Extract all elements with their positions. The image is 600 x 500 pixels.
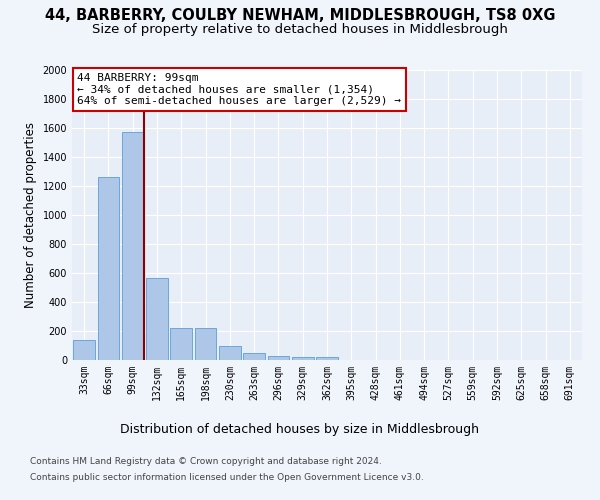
Text: Size of property relative to detached houses in Middlesbrough: Size of property relative to detached ho… [92, 22, 508, 36]
Bar [146, 278, 168, 360]
Text: Distribution of detached houses by size in Middlesbrough: Distribution of detached houses by size … [121, 422, 479, 436]
Text: 44 BARBERRY: 99sqm
← 34% of detached houses are smaller (1,354)
64% of semi-deta: 44 BARBERRY: 99sqm ← 34% of detached hou… [77, 73, 401, 106]
Bar [73, 340, 95, 360]
Bar [122, 132, 143, 360]
Bar [219, 346, 241, 360]
Bar [316, 357, 338, 360]
Bar [97, 176, 119, 360]
Bar [292, 357, 314, 360]
Y-axis label: Number of detached properties: Number of detached properties [24, 122, 37, 308]
Text: Contains HM Land Registry data © Crown copyright and database right 2024.: Contains HM Land Registry data © Crown c… [30, 458, 382, 466]
Text: Contains public sector information licensed under the Open Government Licence v3: Contains public sector information licen… [30, 472, 424, 482]
Bar [268, 356, 289, 360]
Text: 44, BARBERRY, COULBY NEWHAM, MIDDLESBROUGH, TS8 0XG: 44, BARBERRY, COULBY NEWHAM, MIDDLESBROU… [45, 8, 555, 22]
Bar [170, 328, 192, 360]
Bar [194, 328, 217, 360]
Bar [243, 353, 265, 360]
